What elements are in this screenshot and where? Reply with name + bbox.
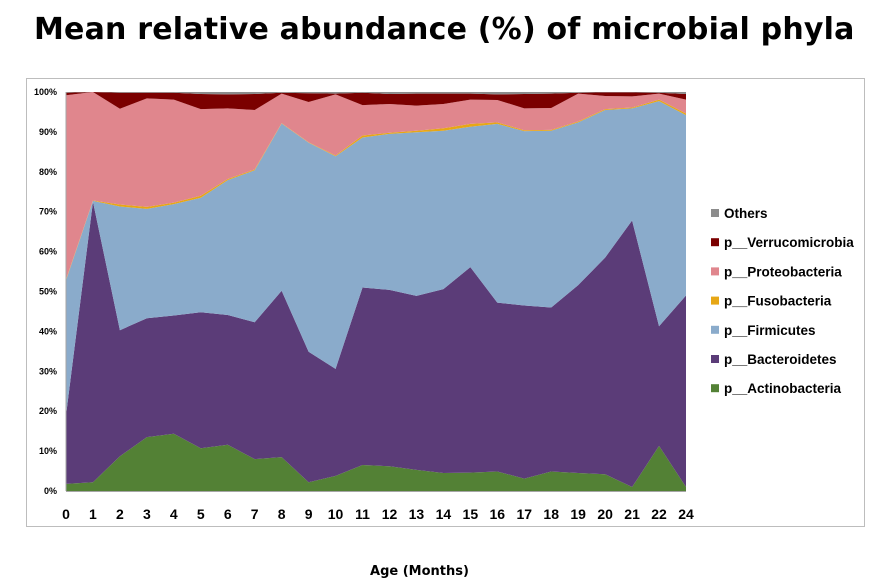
x-tick-label: 2 bbox=[116, 506, 124, 522]
x-tick-label: 7 bbox=[251, 506, 259, 522]
x-tick-label: 16 bbox=[490, 506, 506, 522]
y-tick-label: 30% bbox=[39, 366, 57, 376]
x-tick-label: 14 bbox=[436, 506, 452, 522]
y-tick-label: 100% bbox=[34, 87, 57, 97]
x-tick-label: 17 bbox=[516, 506, 532, 522]
y-tick-label: 0% bbox=[44, 486, 57, 496]
x-tick-label: 6 bbox=[224, 506, 232, 522]
legend-label: p__Bacteroidetes bbox=[724, 352, 837, 367]
legend-item-fusobacteria: p__Fusobacteria bbox=[711, 294, 832, 309]
x-tick-label: 1 bbox=[89, 506, 97, 522]
x-tick-label: 3 bbox=[143, 506, 151, 522]
legend: Others p__Verrucomicrobia p__Proteobacteri… bbox=[711, 206, 854, 396]
legend-swatch bbox=[711, 325, 719, 334]
legend-item-firmicutes: p__Firmicutes bbox=[711, 323, 816, 338]
legend-item-others: Others bbox=[711, 206, 768, 221]
x-axis: 0 1 2 3 4 5 6 7 8 9 10 11 12 13 14 15 16 17 18 19 20 21 22 24 bbox=[62, 506, 694, 522]
x-tick-label: 21 bbox=[624, 506, 640, 522]
legend-item-proteobacteria: p__Proteobacteria bbox=[711, 264, 842, 279]
y-tick-label: 80% bbox=[39, 167, 57, 177]
area-proteobacteria bbox=[66, 92, 686, 280]
x-tick-label: 18 bbox=[543, 506, 559, 522]
x-tick-label: 10 bbox=[328, 506, 344, 522]
x-tick-label: 20 bbox=[597, 506, 613, 522]
legend-swatch bbox=[711, 355, 719, 363]
y-tick-label: 50% bbox=[39, 287, 57, 297]
legend-swatch bbox=[711, 238, 719, 247]
y-axis: 0% 10% 20% 30% 40% 50% 60% 70% 80% 90% 100% bbox=[34, 87, 57, 496]
x-tick-label: 19 bbox=[570, 506, 586, 522]
x-tick-label: 12 bbox=[382, 506, 398, 522]
y-tick-label: 70% bbox=[39, 207, 57, 217]
x-tick-label: 11 bbox=[355, 506, 370, 522]
area-actinobacteria bbox=[66, 433, 686, 491]
x-tick-label: 8 bbox=[278, 506, 286, 522]
area-others bbox=[66, 92, 686, 95]
x-tick-label: 24 bbox=[678, 506, 694, 522]
legend-swatch bbox=[711, 384, 719, 393]
legend-label: p__Proteobacteria bbox=[724, 264, 842, 279]
x-tick-label: 13 bbox=[409, 506, 425, 522]
legend-item-verrucomicrobia: p__Verrucomicrobia bbox=[711, 235, 854, 250]
area-bacteroidetes bbox=[66, 201, 686, 488]
x-tick-label: 15 bbox=[463, 506, 479, 522]
legend-label: Others bbox=[724, 206, 768, 221]
area-verrucomicrobia bbox=[66, 92, 686, 110]
x-axis-label: Age (Months) bbox=[370, 564, 469, 579]
y-tick-label: 90% bbox=[39, 127, 57, 137]
legend-label: p__Fusobacteria bbox=[724, 294, 832, 309]
y-tick-label: 40% bbox=[39, 326, 57, 336]
legend-swatch bbox=[711, 267, 719, 276]
x-tick-label: 0 bbox=[62, 506, 70, 522]
y-tick-label: 10% bbox=[39, 446, 57, 456]
legend-item-actinobacteria: p__Actinobacteria bbox=[711, 381, 842, 396]
area-firmicutes bbox=[66, 101, 686, 416]
x-tick-label: 4 bbox=[170, 506, 178, 522]
legend-swatch bbox=[711, 296, 719, 305]
legend-label: p__Firmicutes bbox=[724, 323, 816, 338]
legend-item-bacteroidetes: p__Bacteroidetes bbox=[711, 352, 837, 367]
y-tick-label: 20% bbox=[39, 406, 57, 416]
legend-swatch bbox=[711, 209, 719, 217]
x-tick-label: 9 bbox=[305, 506, 313, 522]
x-tick-label: 5 bbox=[197, 506, 205, 522]
y-tick-label: 60% bbox=[39, 247, 57, 257]
legend-label: p__Actinobacteria bbox=[724, 381, 842, 396]
area-layers bbox=[65, 92, 686, 492]
legend-label: p__Verrucomicrobia bbox=[724, 235, 854, 250]
chart-title: Mean relative abundance (%) of microbial… bbox=[34, 12, 855, 47]
x-tick-label: 22 bbox=[651, 506, 667, 522]
